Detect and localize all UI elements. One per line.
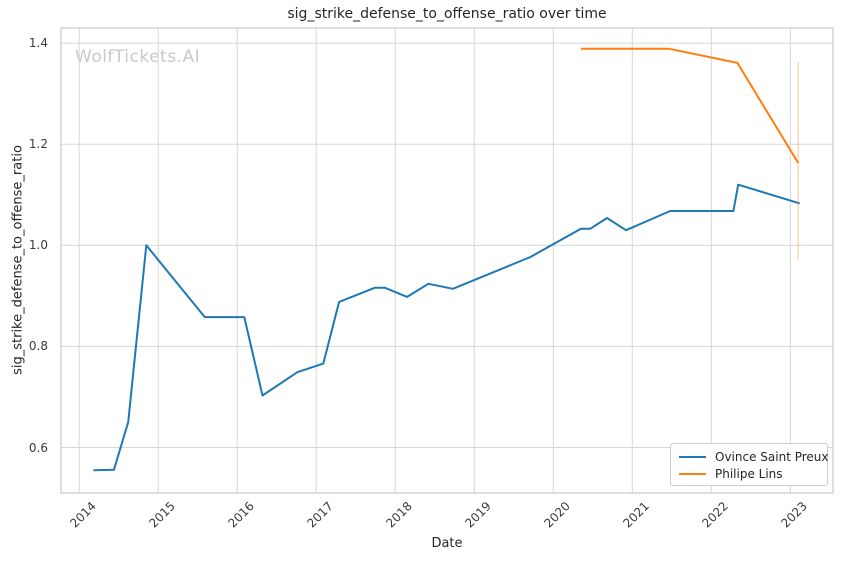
legend-line-swatch: [679, 472, 706, 475]
y-tick-label: 1.0: [28, 238, 48, 253]
x-axis-label: Date: [431, 536, 463, 551]
y-tick-label: 0.6: [28, 440, 48, 455]
y-tick-label: 0.8: [28, 339, 48, 354]
legend-item: Philipe Lins: [671, 465, 827, 482]
plot-border: [60, 27, 834, 494]
watermark: WolfTickets.AI: [75, 47, 201, 67]
series-line-ovince-saint-preux: [93, 183, 801, 472]
legend-label: Ovince Saint Preux: [715, 449, 829, 464]
chart-title: sig_strike_defense_to_offense_ratio over…: [287, 6, 607, 22]
series-line-philipe-lins: [580, 47, 800, 164]
legend: Ovince Saint Preux Philipe Lins: [670, 443, 829, 486]
y-axis-label: sig_strike_defense_to_offense_ratio: [10, 145, 26, 375]
legend-line-swatch: [679, 455, 706, 458]
y-tick-label: 1.4: [28, 36, 48, 51]
legend-label: Philipe Lins: [715, 466, 783, 481]
legend-item: Ovince Saint Preux: [671, 448, 829, 465]
y-tick-label: 1.2: [28, 137, 48, 152]
